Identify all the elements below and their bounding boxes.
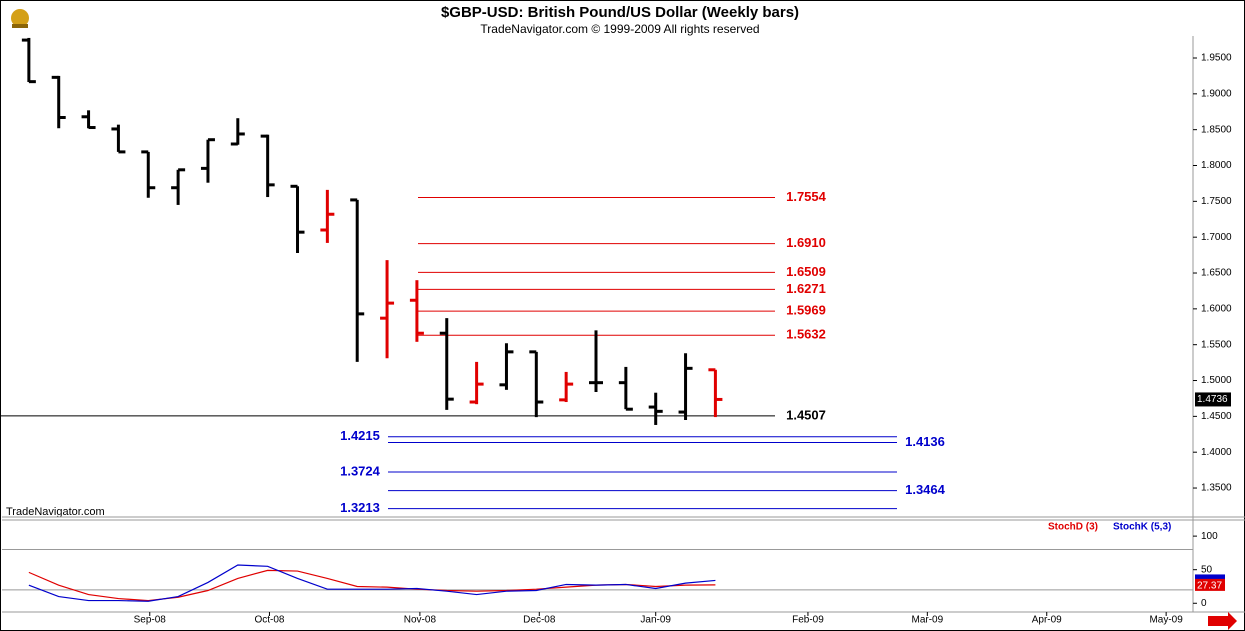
level-label: 1.6910 — [786, 235, 826, 250]
x-tick-label: Jan-09 — [640, 615, 671, 626]
x-tick-label: Oct-08 — [254, 615, 284, 626]
last-price-box — [1195, 392, 1231, 407]
x-tick-label: Mar-09 — [911, 615, 943, 626]
last-value-label: 27.37 — [1197, 581, 1222, 592]
y-tick-label: 1.5500 — [1201, 339, 1232, 350]
ohlc-bar — [469, 361, 484, 405]
level-label: 1.5632 — [786, 327, 826, 342]
level-label: 1.4215 — [340, 428, 380, 443]
ohlc-bar — [260, 134, 275, 198]
ohlc-bar — [708, 368, 723, 418]
chart-subtitle: TradeNavigator.com © 1999-2009 All right… — [480, 22, 759, 36]
level-label: 1.3464 — [905, 482, 946, 497]
legend-entry: StochK (5,3) — [1113, 522, 1171, 533]
y-tick-label: 1.3500 — [1201, 483, 1232, 494]
x-tick-label: Dec-08 — [523, 615, 556, 626]
level-label: 1.5969 — [786, 303, 826, 318]
y-tick-label: 1.8500 — [1201, 124, 1232, 135]
ohlc-bar — [618, 366, 633, 411]
ohlc-bar — [171, 168, 186, 205]
ohlc-bar — [589, 330, 604, 392]
y-tick-label: 1.4000 — [1201, 447, 1232, 458]
ohlc-bar — [559, 371, 574, 403]
chart-title: $GBP-USD: British Pound/US Dollar (Weekl… — [441, 4, 799, 21]
y-tick-label: 1.8000 — [1201, 160, 1232, 171]
level-label: 1.3724 — [340, 463, 381, 478]
y-tick-label: 1.6000 — [1201, 303, 1232, 314]
y-tick-label: 1.4500 — [1201, 411, 1232, 422]
level-label: 1.6271 — [786, 281, 826, 296]
ohlc-bar — [200, 138, 215, 183]
ohlc-bar — [81, 110, 96, 130]
x-tick-label: May-09 — [1149, 615, 1183, 626]
ohlc-bar — [320, 189, 335, 243]
stoch-line — [28, 564, 716, 602]
logo — [11, 9, 29, 28]
level-label: 1.3213 — [340, 500, 380, 515]
ohlc-bar — [51, 75, 66, 129]
x-tick-label: Apr-09 — [1032, 615, 1062, 626]
level-label: 1.4507 — [786, 407, 826, 422]
y-tick-label: 1.7500 — [1201, 196, 1232, 207]
ohlc-bar — [499, 343, 514, 390]
x-tick-label: Feb-09 — [792, 615, 824, 626]
ohlc-bar — [439, 318, 454, 410]
last-price-label: 1.4736 — [1197, 394, 1228, 405]
x-tick-label: Nov-08 — [404, 615, 437, 626]
ohlc-bar — [230, 118, 245, 146]
ohlc-bar — [290, 184, 305, 253]
ohlc-bar — [409, 280, 424, 342]
x-tick-label: Sep-08 — [134, 615, 167, 626]
ohlc-bar — [350, 198, 365, 362]
level-label: 1.6509 — [786, 264, 826, 279]
ohlc-bar — [141, 150, 156, 198]
level-label: 1.4136 — [905, 434, 945, 449]
y-tick-label: 100 — [1201, 531, 1218, 542]
y-tick-label: 0 — [1201, 598, 1207, 609]
ohlc-bar — [380, 260, 395, 359]
legend-entry: StochD (3) — [1048, 522, 1098, 533]
y-tick-label: 1.6500 — [1201, 268, 1232, 279]
level-label: 1.7554 — [786, 189, 827, 204]
y-tick-label: 50 — [1201, 564, 1213, 575]
scroll-arrow[interactable] — [1208, 612, 1237, 630]
ohlc-bar — [678, 353, 693, 420]
y-tick-label: 1.5000 — [1201, 375, 1232, 386]
y-tick-label: 1.7000 — [1201, 232, 1232, 243]
last-value-box — [1195, 578, 1225, 591]
y-tick-label: 1.9500 — [1201, 53, 1232, 64]
ohlc-bar — [111, 124, 126, 154]
ohlc-bar — [529, 350, 544, 418]
ohlc-bar — [648, 392, 663, 425]
ohlc-bar — [21, 37, 36, 84]
watermark: TradeNavigator.com — [6, 506, 105, 518]
y-tick-label: 1.9000 — [1201, 88, 1232, 99]
